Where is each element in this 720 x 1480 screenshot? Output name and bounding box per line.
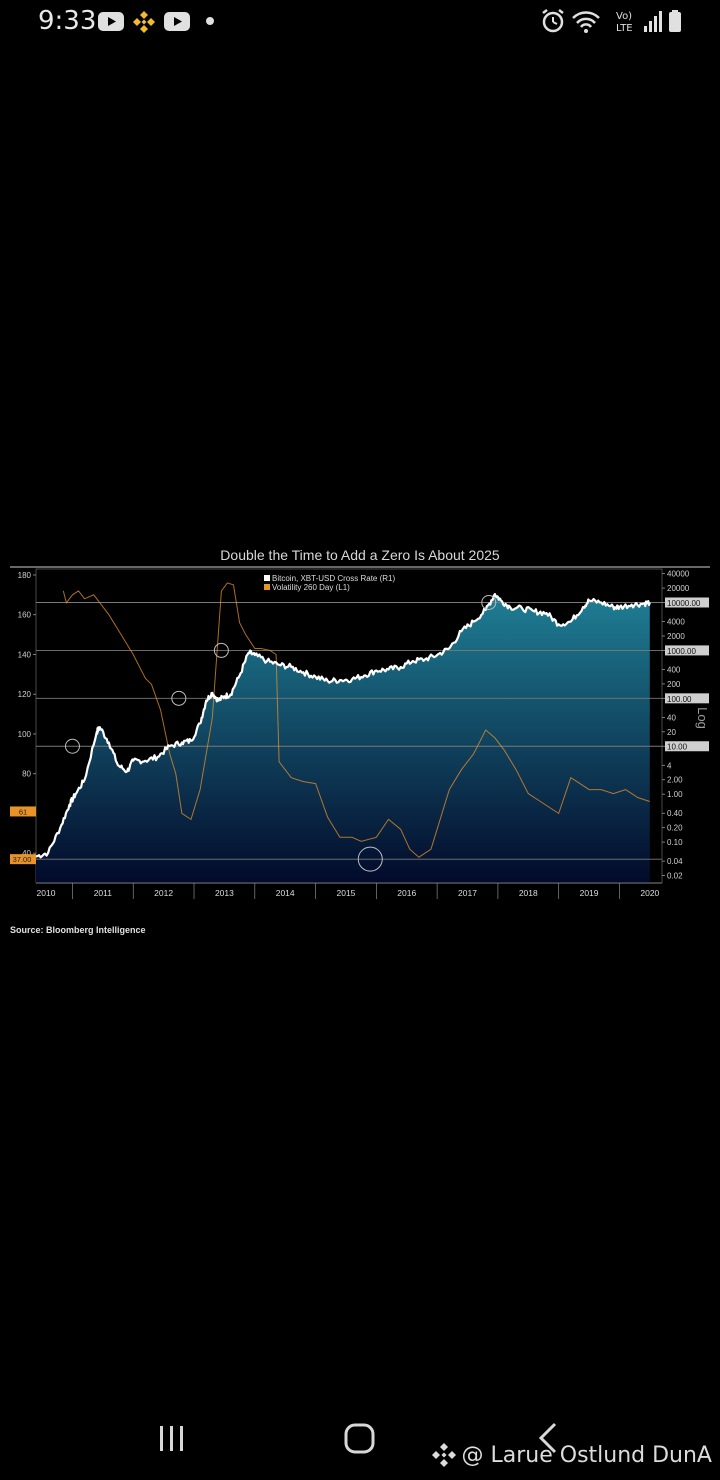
left-tick-label-140: 140 [18, 650, 32, 659]
recent-apps-button[interactable] [150, 1410, 194, 1466]
legend-swatch-price [264, 575, 270, 581]
volte-line2: LTE [616, 23, 633, 34]
watermark-text: @ Larue Ostlund DunA [461, 1442, 713, 1468]
right-tick-label-10000.00: 10000.00 [667, 599, 701, 608]
chart-source: Source: Bloomberg Intelligence [10, 925, 146, 935]
chart-title: Double the Time to Add a Zero Is About 2… [220, 547, 500, 563]
volte-icon: Vo) LTE [616, 11, 633, 34]
right-tick-label-400: 400 [667, 665, 681, 674]
annotation-circle-0 [64, 738, 80, 754]
left-tick-label-100: 100 [18, 730, 32, 739]
annotation-circle-3 [481, 594, 497, 610]
right-tick-label-1000.00: 1000.00 [667, 647, 696, 656]
battery-icon [669, 10, 681, 32]
right-tick-label-4: 4 [667, 761, 672, 770]
home-icon [344, 1423, 375, 1454]
wifi-icon [572, 11, 600, 33]
left-axis: 180 160 140 120 100 80 40 61 37.00 [10, 571, 36, 865]
volte-line1: Vo) [616, 11, 632, 22]
back-button[interactable] [525, 1410, 569, 1466]
x-tick-label-2015: 2015 [337, 888, 356, 898]
x-tick-label-2012: 2012 [154, 888, 173, 898]
volatility-layer [62, 582, 650, 858]
home-button[interactable] [334, 1410, 384, 1466]
annotation-circle-1 [171, 690, 187, 706]
status-right-icons: Vo) LTE [542, 9, 681, 34]
x-tick-label-2013: 2013 [215, 888, 234, 898]
right-box-10000.00 [665, 597, 709, 608]
right-box-1000.00 [665, 645, 709, 656]
right-tick-label-10.00: 10.00 [667, 743, 688, 752]
back-icon [538, 1422, 557, 1454]
right-tick-label-0.02: 0.02 [667, 872, 683, 881]
x-tick-label-2010: 2010 [37, 888, 56, 898]
x-tick-label-2014: 2014 [276, 888, 295, 898]
right-tick-label-200: 200 [667, 680, 681, 689]
annotation-layer [64, 594, 497, 872]
annotation-circle-2 [213, 642, 229, 658]
right-tick-label-0.10: 0.10 [667, 838, 683, 847]
alarm-icon [542, 9, 564, 33]
right-tick-label-2000: 2000 [667, 632, 685, 641]
legend-swatch-volatility [264, 584, 270, 590]
x-axis: 2010 2011 2012 2013 2014 2015 2016 2017 2018 2019… [36, 882, 662, 899]
grid-layer [36, 602, 662, 860]
left-tick-label-160: 160 [18, 611, 32, 620]
x-tick-label-2020: 2020 [640, 888, 659, 898]
price-area [36, 594, 650, 883]
right-tick-label-0.40: 0.40 [667, 809, 683, 818]
right-tick-label-0.20: 0.20 [667, 824, 683, 833]
left-tick-label-120: 120 [18, 690, 32, 699]
right-tick-label-1.00: 1.00 [667, 790, 683, 799]
right-box-10.00 [665, 741, 709, 752]
log-scale-label: Log [695, 707, 710, 729]
watermark: @ Larue Ostlund DunA [430, 1440, 713, 1470]
legend-background [260, 571, 422, 594]
x-tick-label-2019: 2019 [580, 888, 599, 898]
right-tick-label-40000: 40000 [667, 570, 690, 579]
left-highlight-label-61: 61 [19, 807, 27, 816]
binance-icon [431, 1443, 456, 1467]
price-line-layer [35, 593, 651, 859]
volatility-line [62, 582, 650, 858]
left-tick-label-80: 80 [22, 770, 31, 779]
right-box-100.00 [665, 693, 709, 704]
x-tick-label-2018: 2018 [519, 888, 538, 898]
left-highlight-box-61 [10, 806, 36, 817]
legend: Bitcoin, XBT-USD Cross Rate (R1) Volatil… [260, 571, 422, 594]
right-tick-label-40: 40 [667, 713, 676, 722]
status-time: 9:33 [38, 6, 97, 36]
legend-entry-price: Bitcoin, XBT-USD Cross Rate (R1) [272, 574, 395, 583]
right-tick-label-0.04: 0.04 [667, 857, 683, 866]
x-tick-label-2016: 2016 [397, 888, 416, 898]
price-area-layer [36, 594, 650, 883]
right-tick-label-4000: 4000 [667, 618, 685, 627]
left-highlight-label-37: 37.00 [13, 855, 32, 864]
right-tick-label-2.00: 2.00 [667, 776, 683, 785]
right-tick-label-20: 20 [667, 728, 676, 737]
status-bar: 9:33 [0, 0, 720, 44]
youtube-icon [98, 12, 124, 31]
annotation-circle-4 [357, 846, 383, 872]
youtube-icon [164, 12, 190, 31]
left-tick-label-40: 40 [22, 849, 31, 858]
binance-icon [133, 11, 155, 33]
signal-icon [644, 11, 662, 32]
notification-dot-icon [206, 17, 214, 25]
recent-apps-icon [160, 1426, 183, 1451]
right-tick-label-20000: 20000 [667, 584, 690, 593]
price-line [35, 593, 651, 859]
chart-image: Double the Time to Add a Zero Is About 2… [10, 542, 710, 942]
right-tick-label-100.00: 100.00 [667, 695, 692, 704]
right-axis: 40000 20000 10000.00 4000 2000 1000.00 400 200 1… [662, 570, 709, 881]
bitcoin-volatility-chart: Double the Time to Add a Zero Is About 2… [10, 547, 710, 935]
left-tick-label-180: 180 [18, 571, 32, 580]
x-tick-label-2017: 2017 [458, 888, 477, 898]
left-highlight-box-37 [10, 854, 36, 865]
status-left-icons [98, 11, 214, 33]
legend-entry-volatility: Volatility 260 Day (L1) [272, 583, 350, 592]
navigation-bar [150, 1410, 569, 1466]
x-tick-label-2011: 2011 [94, 888, 113, 898]
